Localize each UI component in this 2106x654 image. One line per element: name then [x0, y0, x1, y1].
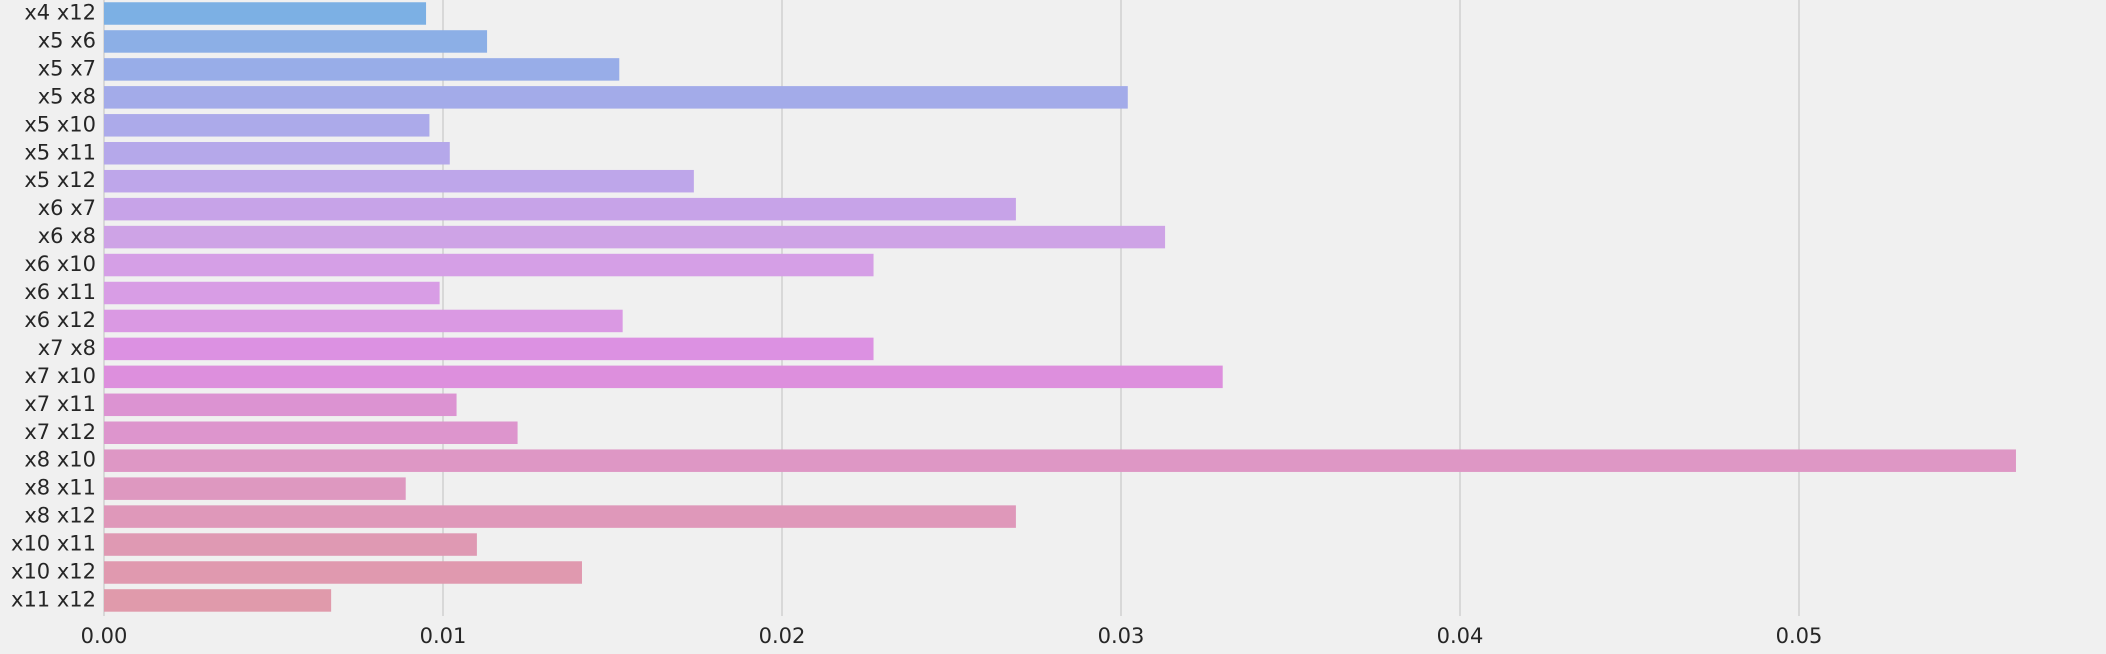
bar — [104, 197, 1016, 221]
y-tick-label: x8 x10 — [24, 448, 96, 472]
y-tick-label: x6 x8 — [38, 224, 96, 248]
bar — [104, 309, 623, 333]
bar — [104, 449, 2016, 472]
y-tick-label: x5 x7 — [38, 56, 96, 80]
y-tick-label: x7 x8 — [38, 336, 96, 360]
bar — [104, 30, 488, 53]
y-tick-label: x10 x12 — [11, 560, 96, 584]
bar — [104, 114, 430, 137]
x-tick-label: 0.04 — [1437, 624, 1484, 648]
y-tick-label: x7 x12 — [24, 420, 96, 444]
bar — [104, 505, 1016, 528]
bar — [104, 337, 874, 361]
bars — [104, 2, 2016, 612]
y-tick-labels: x4 x12 x5 x6 x5 x7 x5 x8 x5 x10 x5 x11 x5 x12 x… — [11, 1, 96, 612]
y-tick-label: x7 x11 — [24, 392, 96, 416]
y-tick-label: x8 x12 — [24, 504, 96, 528]
bar — [104, 169, 694, 193]
y-tick-label: x7 x10 — [24, 364, 96, 388]
bar — [104, 421, 518, 444]
y-tick-label: x8 x11 — [24, 476, 96, 500]
y-tick-label: x6 x7 — [38, 196, 96, 220]
y-tick-label: x11 x12 — [11, 587, 96, 611]
bar — [104, 589, 332, 612]
y-tick-label: x4 x12 — [24, 1, 96, 25]
bar — [104, 253, 874, 277]
bar — [104, 281, 440, 305]
y-tick-label: x5 x10 — [24, 112, 96, 136]
x-tick-label: 0.05 — [1776, 624, 1823, 648]
bar — [104, 58, 620, 81]
y-tick-label: x5 x6 — [38, 28, 96, 52]
x-tick-labels: 0.00 0.01 0.02 0.03 0.04 0.05 — [81, 624, 1823, 648]
x-tick-label: 0.01 — [420, 624, 467, 648]
y-tick-label: x10 x11 — [11, 532, 96, 556]
bar — [104, 365, 1223, 389]
y-tick-label: x5 x11 — [24, 140, 96, 164]
bar — [104, 225, 1166, 249]
y-tick-label: x6 x12 — [24, 308, 96, 332]
x-tick-label: 0.00 — [81, 624, 128, 648]
bar — [104, 86, 1128, 109]
bar — [104, 533, 477, 556]
bar — [104, 393, 457, 417]
bar — [104, 561, 582, 584]
y-tick-label: x5 x12 — [24, 168, 96, 192]
y-tick-label: x6 x11 — [24, 280, 96, 304]
bar — [104, 477, 406, 500]
bar — [104, 142, 450, 165]
y-tick-label: x5 x8 — [38, 84, 96, 108]
x-tick-label: 0.02 — [759, 624, 806, 648]
x-tick-label: 0.03 — [1098, 624, 1145, 648]
bar — [104, 2, 427, 25]
y-tick-label: x6 x10 — [24, 252, 96, 276]
